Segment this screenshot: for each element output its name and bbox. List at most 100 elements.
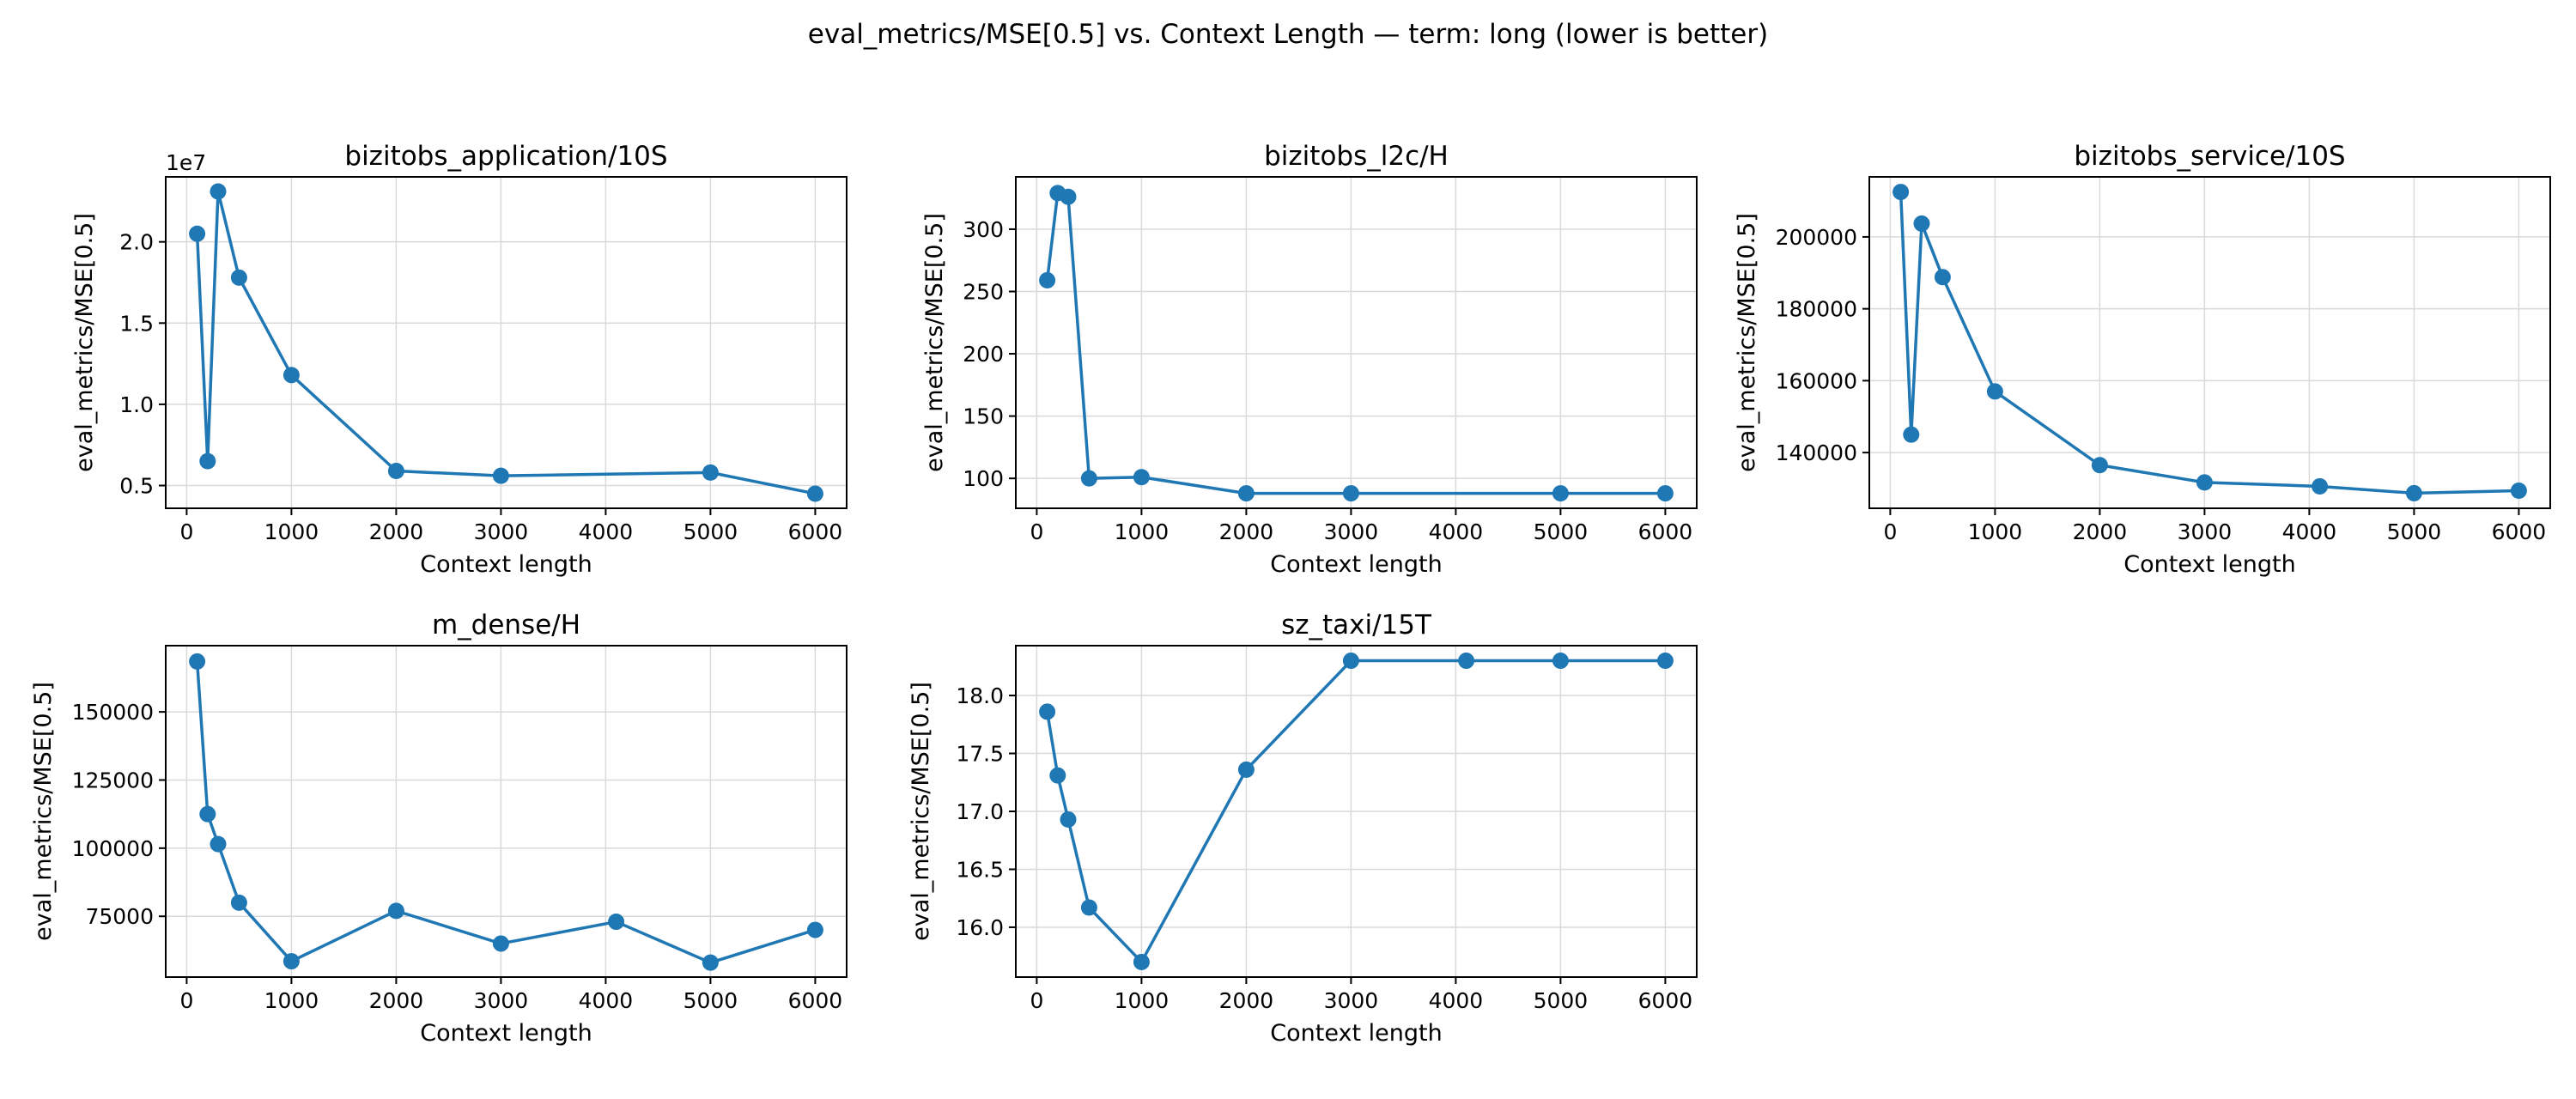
panel-1-x-axis-label: Context length [420, 551, 592, 578]
panel-2-x-tick-label-5: 5000 [1534, 519, 1589, 544]
panel-1-data-point-4 [283, 367, 300, 384]
panel-4-data-point-4 [283, 953, 300, 970]
panel-3-data-point-8 [2405, 484, 2422, 501]
panel-1-data-point-3 [230, 269, 247, 286]
panel-3-data-point-2 [1913, 215, 1930, 232]
panel-3-x-tick-label-3: 3000 [2178, 519, 2233, 544]
panel-4: 0 1000 2000 3000 4000 5000 6000 75000 100000 1250… [30, 610, 848, 1047]
panel-3-axes-frame [1868, 176, 2551, 509]
panel-5-y-tick-label-0: 16.0 [956, 915, 1004, 940]
panel-4-data-point-3 [230, 894, 247, 911]
panel-1-y-axis-label: eval_metrics/MSE[0.5] [71, 213, 98, 472]
panel-4-y-tick-label-3: 150000 [72, 700, 154, 725]
panel-1: 0 1000 2000 3000 4000 5000 6000 0.5 1.0 1.5 2.0 1e7… [71, 141, 848, 578]
panel-4-x-tick-label-3: 3000 [474, 988, 529, 1013]
panel-5-data-point-4 [1133, 953, 1150, 970]
panel-2-y-tick-label-3: 250 [963, 280, 1004, 305]
panel-4-x-tick-label-2: 2000 [369, 988, 424, 1013]
panel-5: 0 1000 2000 3000 4000 5000 6000 16.0 16.5 17.0 17.… [908, 610, 1698, 1047]
panel-4-y-axis-label: eval_metrics/MSE[0.5] [30, 682, 57, 941]
panel-4-y-tick-label-1: 100000 [72, 836, 154, 861]
panel-1-y-tick-label-1: 1.0 [119, 392, 154, 417]
panel-4-data-point-9 [806, 921, 823, 938]
panel-3-data-point-5 [2091, 457, 2108, 474]
panel-1-data-point-7 [702, 464, 719, 481]
panel-1-data-point-2 [210, 183, 227, 200]
panel-2-y-axis-label: eval_metrics/MSE[0.5] [921, 213, 948, 472]
panel-4-x-tick-label-4: 4000 [579, 988, 634, 1013]
panel-5-title: sz_taxi/15T [1281, 610, 1432, 641]
panel-2-x-tick-label-2: 2000 [1219, 519, 1274, 544]
panel-2-data-point-4 [1133, 469, 1150, 486]
panel-4-data-point-1 [199, 805, 216, 823]
subplots-grid: 0 1000 2000 3000 4000 5000 60000.51.01.52.01e7… [30, 141, 2551, 1047]
panel-3: 0 1000 2000 3000 4000 5000 6000 140000 160000 180… [1734, 141, 2551, 578]
panel-4-data-point-2 [210, 835, 227, 853]
panel-3-data-point-4 [1986, 383, 2003, 400]
panel-3-x-tick-label-5: 5000 [2387, 519, 2442, 544]
panel-2: 0 1000 2000 3000 4000 5000 6000 100 150 200 250 300… [921, 141, 1698, 578]
panel-5-x-tick-label-6: 6000 [1638, 988, 1693, 1013]
panel-3-series-line [1899, 191, 2519, 495]
panel-5-y-tick-label-1: 16.5 [956, 857, 1004, 882]
panel-1-data-point-1 [199, 452, 216, 470]
panel-2-y-tick-label-2: 200 [963, 342, 1004, 367]
panel-2-data-point-7 [1552, 485, 1569, 502]
figure-title: eval_metrics/MSE[0.5] vs. Context Length… [808, 19, 1768, 50]
panel-5-x-tick-label-2: 2000 [1219, 988, 1274, 1013]
panel-1-x-tick-label-2: 2000 [369, 519, 424, 544]
panel-3-x-tick-label-1: 1000 [1968, 519, 2023, 544]
panel-1-x-tick-label-1: 1000 [264, 519, 319, 544]
panel-5-data-point-2 [1060, 811, 1077, 828]
panel-3-x-tick-label-0: 0 [1883, 519, 1897, 544]
panel-5-data-point-9 [1656, 653, 1674, 670]
panel-3-x-tick-label-2: 2000 [2073, 519, 2128, 544]
panel-2-x-tick-label-4: 4000 [1429, 519, 1484, 544]
panel-5-data-point-1 [1049, 767, 1066, 784]
panel-1-data-point-6 [492, 467, 509, 484]
panel-4-y-tick-label-0: 75000 [85, 904, 154, 929]
panel-5-y-tick-label-4: 18.0 [956, 683, 1004, 708]
panel-5-y-tick-label-2: 17.0 [956, 799, 1004, 824]
panel-4-x-tick-label-5: 5000 [683, 988, 738, 1013]
panel-1-x-tick-label-6: 6000 [788, 519, 843, 544]
panel-5-data-point-0 [1039, 703, 1056, 720]
panel-3-title: bizitobs_service/10S [2074, 141, 2345, 172]
panel-3-y-tick-label-0: 140000 [1776, 440, 1857, 465]
panel-1-x-tick-label-0: 0 [179, 519, 193, 544]
panel-4-x-tick-label-6: 6000 [788, 988, 843, 1013]
panel-2-data-point-5 [1237, 485, 1255, 502]
panel-2-x-tick-label-0: 0 [1030, 519, 1043, 544]
panel-4-data-point-6 [492, 935, 509, 952]
panel-1-data-point-8 [806, 485, 823, 502]
panel-5-x-tick-label-3: 3000 [1324, 988, 1379, 1013]
panel-2-y-tick-label-4: 300 [963, 217, 1004, 242]
panel-4-data-point-5 [387, 902, 404, 920]
panel-2-y-tick-label-1: 150 [963, 404, 1004, 429]
panel-1-y-tick-label-0: 0.5 [119, 474, 154, 499]
panel-3-data-point-3 [1934, 269, 1951, 286]
panel-1-y-offset-label: 1e7 [166, 150, 206, 175]
panel-2-x-tick-label-6: 6000 [1638, 519, 1693, 544]
panel-3-data-point-9 [2510, 482, 2527, 499]
panel-3-x-tick-label-6: 6000 [2492, 519, 2547, 544]
panel-4-title: m_dense/H [432, 610, 580, 641]
panel-1-data-point-0 [189, 225, 206, 242]
panel-3-data-point-0 [1893, 184, 1910, 201]
panel-1-data-point-5 [387, 462, 404, 479]
panel-2-x-tick-label-3: 3000 [1324, 519, 1379, 544]
panel-3-y-tick-label-1: 160000 [1776, 368, 1857, 393]
panel-2-data-point-2 [1060, 188, 1077, 205]
panel-1-axes-frame [165, 176, 848, 509]
panel-2-x-tick-label-1: 1000 [1115, 519, 1170, 544]
panel-3-x-tick-label-4: 4000 [2282, 519, 2337, 544]
panel-5-y-axis-label: eval_metrics/MSE[0.5] [908, 682, 934, 941]
panel-3-data-point-7 [2312, 477, 2329, 495]
panel-5-data-point-8 [1552, 653, 1569, 670]
panel-5-x-tick-label-5: 5000 [1534, 988, 1589, 1013]
panel-3-data-point-6 [2196, 474, 2213, 491]
panel-4-x-tick-label-1: 1000 [264, 988, 319, 1013]
panel-4-y-tick-label-2: 125000 [72, 768, 154, 792]
panel-4-x-axis-label: Context length [420, 1020, 592, 1047]
